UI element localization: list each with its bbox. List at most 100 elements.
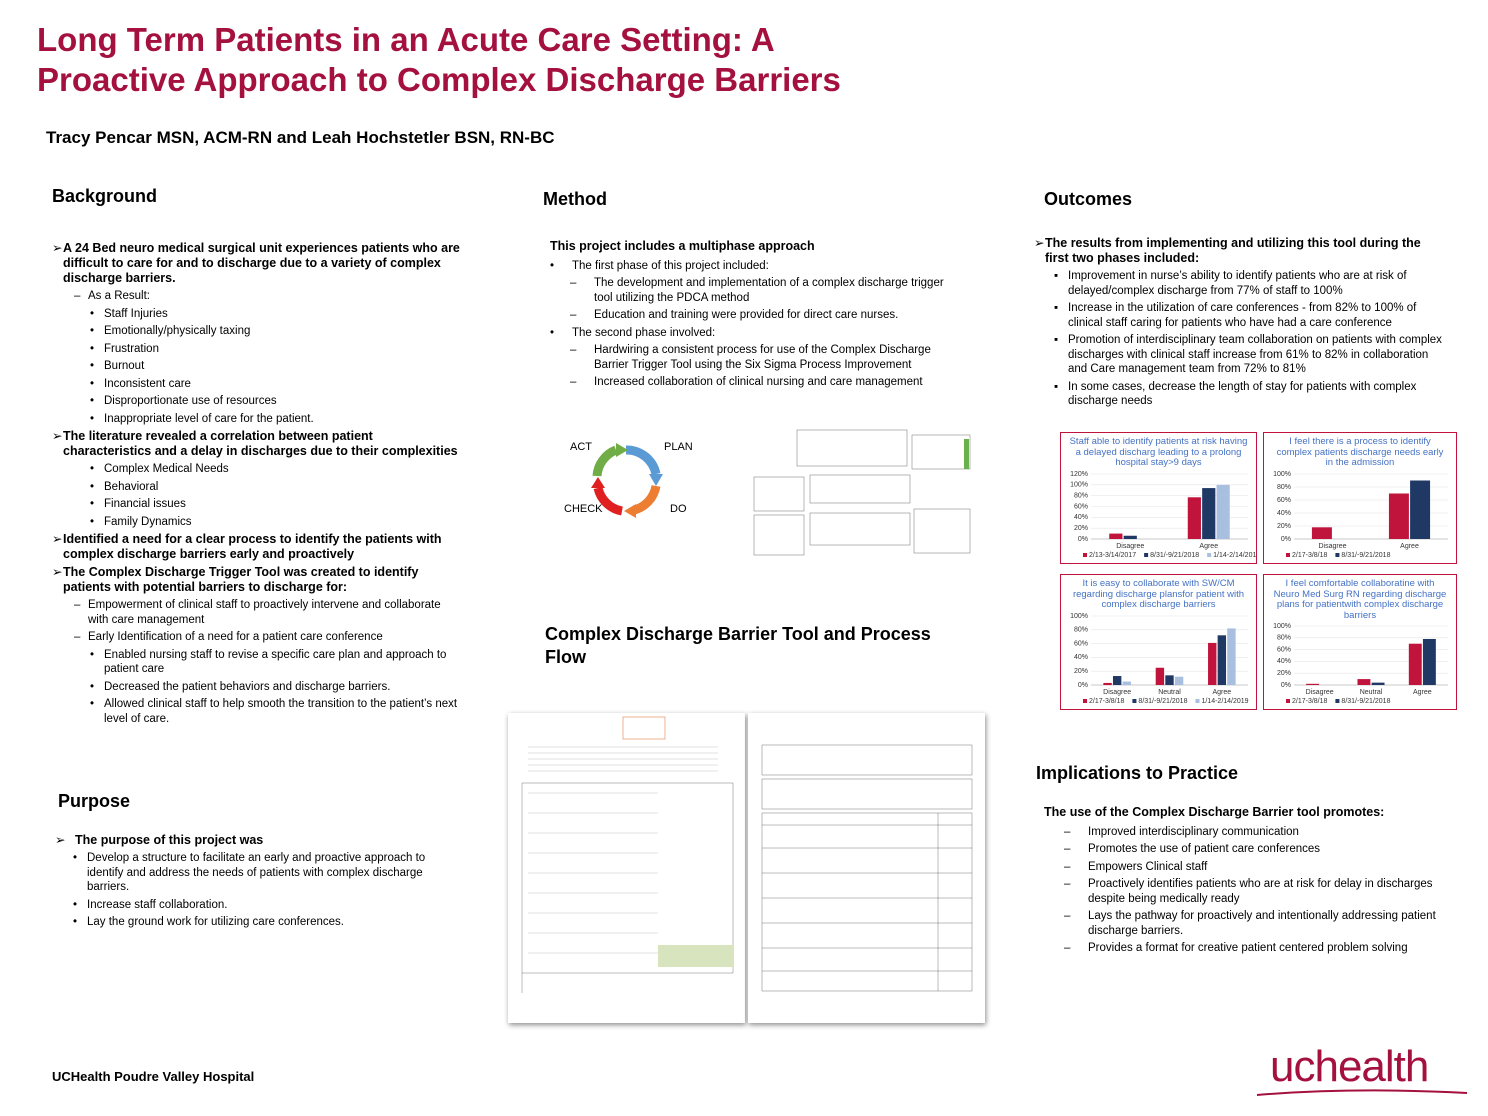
chart-box: I feel there is a process to identify co… (1263, 432, 1457, 564)
y-tick-label: 20% (1277, 523, 1291, 530)
item: Behavioral (52, 480, 462, 495)
bar (1306, 683, 1320, 685)
y-tick-label: 20% (1074, 668, 1088, 675)
item: Burnout (52, 359, 462, 374)
legend-label: 2/17-3/8/18 (1089, 698, 1125, 705)
y-tick-label: 100% (1273, 471, 1291, 478)
bar (1217, 635, 1227, 685)
section-heading: Outcomes (1044, 189, 1133, 209)
bar (1187, 497, 1201, 539)
chart-title: Staff able to identify patients at risk … (1069, 436, 1248, 468)
y-tick-label: 80% (1277, 635, 1291, 642)
arrow (592, 445, 618, 477)
item: Proactively identifies patients who are … (1044, 877, 1454, 906)
item: Increase in the utilization of care conf… (1034, 301, 1444, 330)
item: Increased collaboration of clinical nurs… (550, 375, 960, 390)
item: Inappropriate level of care for the pati… (52, 412, 462, 427)
item: Education and training were provided for… (550, 308, 960, 323)
item: Staff Injuries (52, 307, 462, 322)
chart-box: I feel comfortable collaboratine with Ne… (1263, 574, 1457, 710)
tool-thumbnail (752, 425, 974, 560)
chart-plot: 0% 20% 40% 60% 80% 100% Disagree Neutral Agree 2/… (1070, 613, 1249, 705)
authors: Tracy Pencar MSN, ACM-RN and Leah Hochst… (46, 128, 555, 147)
x-tick-label: Neutral (1158, 689, 1181, 696)
y-tick-label: 40% (1277, 658, 1291, 665)
pdca-label: PLAN (664, 441, 693, 453)
legend-swatch (1144, 553, 1149, 557)
bar (1227, 628, 1236, 685)
bar (1388, 493, 1409, 539)
item: The literature revealed a correlation be… (52, 429, 462, 459)
arrow (632, 484, 661, 515)
bar (1174, 676, 1184, 685)
arrow (625, 445, 661, 476)
legend-swatch (1207, 553, 1212, 557)
y-tick-label: 40% (1074, 654, 1088, 661)
title: Long Term Patients in an Acute Care Sett… (37, 21, 841, 98)
item: Develop a structure to facilitate an ear… (55, 851, 455, 895)
legend-swatch (1132, 699, 1137, 703)
logo-swoosh (1256, 1089, 1468, 1096)
item: The purpose of this project was (55, 833, 455, 848)
bar (1311, 527, 1332, 539)
y-tick-label: 80% (1074, 493, 1088, 500)
item: The results from implementing and utiliz… (1034, 236, 1444, 266)
item: Financial issues (52, 497, 462, 512)
chart-plot: 0% 20% 40% 60% 80% 100% 120% Disagree Agree 2/13-… (1070, 471, 1256, 559)
chart-plot: 0% 20% 40% 60% 80% 100% Disagree Agree 2/17-3/8/… (1273, 471, 1448, 559)
y-tick-label: 100% (1070, 482, 1088, 489)
item: The second phase involved: (550, 326, 960, 341)
y-tick-label: 0% (1078, 682, 1088, 689)
item: In some cases, decrease the length of st… (1034, 380, 1444, 409)
bar (1408, 643, 1422, 685)
outcomes-list: The results from implementing and utiliz… (1034, 234, 1444, 412)
legend-swatch (1335, 553, 1340, 557)
x-tick-label: Agree (1400, 543, 1419, 550)
x-tick-label: Disagree (1306, 689, 1334, 696)
section-heading: Background (52, 186, 158, 206)
y-tick-label: 80% (1277, 484, 1291, 491)
chart-box: It is easy to collaborate with SW/CM reg… (1060, 574, 1257, 710)
legend-swatch (1286, 699, 1290, 703)
chart-plot: 0% 20% 40% 60% 80% 100% Disagree Neutral Agree 2/… (1273, 623, 1448, 705)
legend-label: 8/31/-9/21/2018 (1341, 698, 1390, 705)
implications-list: The use of the Complex Discharge Barrier… (1044, 805, 1454, 959)
item: This project includes a multiphase appro… (550, 239, 815, 253)
item: Increase staff collaboration. (55, 898, 455, 913)
bar (1109, 533, 1123, 539)
tool-form-page (748, 713, 985, 1023)
item: Improved interdisciplinary communication (1044, 825, 1454, 840)
item: Family Dynamics (52, 515, 462, 530)
form-sketch (761, 744, 973, 992)
x-tick-label: Disagree (1103, 689, 1131, 696)
item: Provides a format for creative patient c… (1044, 941, 1454, 956)
y-tick-label: 60% (1277, 497, 1291, 504)
item: Promotes the use of patient care confere… (1044, 842, 1454, 857)
legend-swatch (1195, 699, 1200, 703)
item: Lays the pathway for proactively and int… (1044, 909, 1454, 938)
item: Lay the ground work for utilizing care c… (55, 915, 455, 930)
item: Enabled nursing staff to revise a specif… (52, 648, 462, 677)
bar (1165, 675, 1174, 685)
legend-label: 8/31/-9/21/2018 (1150, 552, 1199, 559)
bar (1112, 676, 1122, 685)
item: Identified a need for a clear process to… (52, 532, 462, 562)
item: Improvement in nurse’s ability to identi… (1034, 269, 1444, 298)
item: A 24 Bed neuro medical surgical unit exp… (52, 241, 462, 286)
pdca-label: DO (670, 503, 687, 515)
chart-title: I feel comfortable collaboratine with Ne… (1273, 578, 1447, 621)
pdca-label: ACT (570, 441, 592, 453)
item: Empowerment of clinical staff to proacti… (52, 598, 462, 627)
item: Disproportionate use of resources (52, 394, 462, 409)
pdca-cycle: ACT PLAN DO CHECK (564, 441, 693, 518)
purpose-list: The purpose of this project was Develop … (55, 831, 455, 933)
bar (1123, 535, 1137, 539)
arrow (593, 486, 624, 516)
x-tick-label: Neutral (1360, 689, 1383, 696)
x-tick-label: Disagree (1318, 543, 1346, 550)
background-list: A 24 Bed neuro medical surgical unit exp… (52, 239, 462, 729)
bar (1371, 682, 1385, 685)
item: The use of the Complex Discharge Barrier… (1044, 805, 1385, 819)
legend-label: 2/17-3/8/18 (1292, 552, 1328, 559)
form-sketch (521, 716, 734, 993)
